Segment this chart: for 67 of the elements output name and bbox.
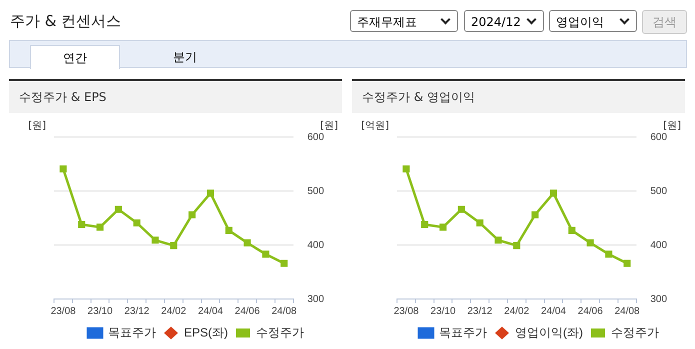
x-tick-label: 24/04 bbox=[540, 306, 566, 317]
point bbox=[605, 250, 612, 258]
point bbox=[170, 242, 178, 250]
point bbox=[513, 242, 520, 250]
x-tick-label: 23/08 bbox=[50, 306, 76, 317]
text: 검색 bbox=[642, 10, 687, 34]
text: 2024/12 bbox=[471, 15, 521, 29]
point bbox=[262, 250, 270, 258]
legend-label: 수정주가 bbox=[610, 325, 659, 340]
text: 주가 & 컨센서스 bbox=[10, 12, 122, 31]
point bbox=[532, 211, 539, 218]
y-axis-title: [억원] bbox=[361, 120, 390, 132]
y2-tick-label: 500 bbox=[307, 186, 324, 197]
point bbox=[568, 226, 576, 234]
y2-tick-label: 400 bbox=[650, 240, 668, 251]
y2-tick-label: 500 bbox=[650, 186, 668, 197]
x-tick-label: 23/10 bbox=[88, 306, 113, 317]
point bbox=[280, 260, 288, 267]
point bbox=[188, 211, 196, 218]
point bbox=[60, 165, 67, 172]
x-tick-label: 23/10 bbox=[430, 306, 456, 317]
x-tick-label: 24/06 bbox=[578, 306, 604, 317]
point bbox=[152, 236, 159, 244]
point bbox=[421, 220, 428, 228]
point bbox=[476, 219, 484, 226]
point bbox=[206, 190, 214, 197]
text: 연간 bbox=[30, 45, 120, 69]
text: 영업이익 bbox=[556, 15, 604, 29]
point bbox=[586, 239, 594, 246]
y2-tick-label: 600 bbox=[650, 132, 668, 143]
chart-title: 수정주가 & EPS bbox=[9, 81, 342, 113]
x-tick-label: 24/06 bbox=[234, 306, 260, 317]
point bbox=[114, 206, 122, 213]
x-tick-label: 24/08 bbox=[272, 306, 298, 317]
y2-tick-label: 300 bbox=[650, 294, 668, 305]
point bbox=[624, 260, 631, 267]
x-tick-label: 24/02 bbox=[161, 306, 187, 317]
legend-label: 목표주가 bbox=[108, 325, 156, 340]
x-tick-label: 24/04 bbox=[198, 306, 224, 317]
x-tick-label: 24/02 bbox=[504, 306, 530, 317]
y2-tick-label: 300 bbox=[307, 294, 324, 305]
point bbox=[494, 236, 502, 244]
point bbox=[458, 206, 465, 213]
point bbox=[225, 226, 232, 234]
x-tick-label: 23/12 bbox=[467, 306, 493, 317]
point bbox=[133, 219, 140, 226]
y2-axis-title: [원] bbox=[663, 120, 682, 132]
x-tick-label: 24/08 bbox=[614, 306, 640, 317]
text: 분기 bbox=[172, 49, 198, 66]
y2-axis-title: [원] bbox=[320, 120, 338, 132]
chart-title: 수정주가 & 영업이익 bbox=[352, 81, 685, 113]
legend-label: 목표주가 bbox=[439, 325, 488, 340]
legend-label: EPS(좌) bbox=[184, 325, 228, 340]
point bbox=[96, 224, 104, 231]
legend-label: 영업이익(좌) bbox=[515, 325, 584, 340]
x-tick-label: 23/08 bbox=[394, 306, 420, 317]
point bbox=[439, 224, 447, 231]
y-axis-title: [원] bbox=[28, 120, 46, 132]
point bbox=[402, 165, 410, 172]
point bbox=[78, 220, 86, 228]
legend-label: 수정주가 bbox=[256, 325, 304, 340]
y2-tick-label: 400 bbox=[307, 240, 324, 251]
point bbox=[244, 239, 251, 246]
text: 주재무제표 bbox=[357, 15, 417, 29]
point bbox=[550, 190, 558, 197]
x-tick-label: 23/12 bbox=[124, 306, 150, 317]
y2-tick-label: 600 bbox=[307, 132, 324, 143]
